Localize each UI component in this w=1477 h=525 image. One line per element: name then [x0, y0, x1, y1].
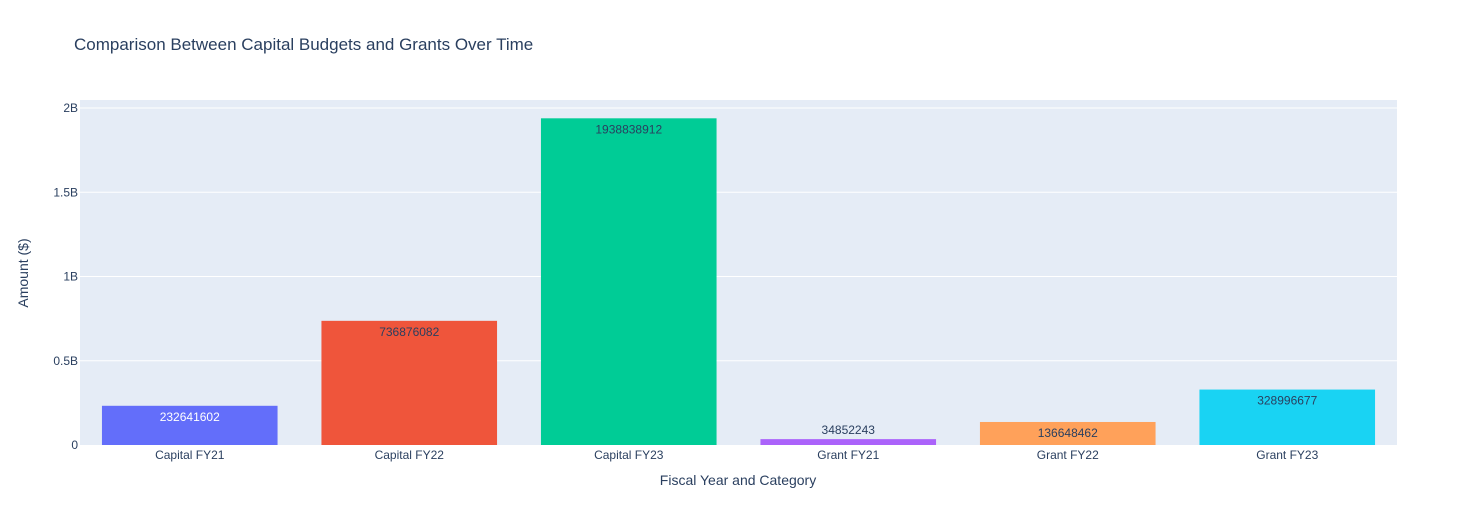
- y-tick-label: 0.5B: [53, 354, 78, 368]
- bar-value-label: 1938838912: [595, 122, 662, 136]
- bar-grant-fy21: [760, 439, 937, 445]
- x-axis-ticks: Capital FY21 Capital FY22 Capital FY23 Gran…: [155, 448, 1319, 462]
- bar-value-label: 232641602: [160, 410, 220, 424]
- x-tick-label: Capital FY21: [155, 448, 225, 462]
- bar-value-labels: 232641602 736876082 1938838912 34852243 1366…: [160, 122, 1318, 440]
- bar-value-label: 34852243: [822, 423, 876, 437]
- x-tick-label: Capital FY22: [375, 448, 445, 462]
- y-tick-label: 1.5B: [53, 185, 78, 199]
- bar-capital-fy22: [321, 320, 498, 445]
- y-axis-title: Amount ($): [15, 238, 31, 307]
- gridlines: [80, 107, 1397, 362]
- bar-grant-fy23: [1199, 389, 1376, 445]
- y-tick-label: 0: [71, 438, 78, 452]
- bar-value-label: 136648462: [1038, 426, 1098, 440]
- x-tick-label: Capital FY23: [594, 448, 664, 462]
- chart-title: Comparison Between Capital Budgets and G…: [74, 35, 533, 54]
- bars: [101, 118, 1376, 446]
- bar-value-label: 736876082: [379, 325, 439, 339]
- y-axis-ticks: 0 0.5B 1B 1.5B 2B: [53, 101, 78, 452]
- y-tick-label: 2B: [63, 101, 78, 115]
- bar-value-label: 328996677: [1257, 394, 1317, 408]
- bar-capital-fy21: [101, 405, 278, 445]
- x-axis-title: Fiscal Year and Category: [660, 472, 816, 488]
- y-tick-label: 1B: [63, 270, 78, 284]
- plot-area: [80, 100, 1397, 445]
- bar-capital-fy23: [540, 118, 717, 446]
- x-tick-label: Grant FY23: [1256, 448, 1318, 462]
- bar-grant-fy22: [979, 421, 1156, 445]
- x-tick-label: Grant FY22: [1037, 448, 1099, 462]
- x-tick-label: Grant FY21: [817, 448, 879, 462]
